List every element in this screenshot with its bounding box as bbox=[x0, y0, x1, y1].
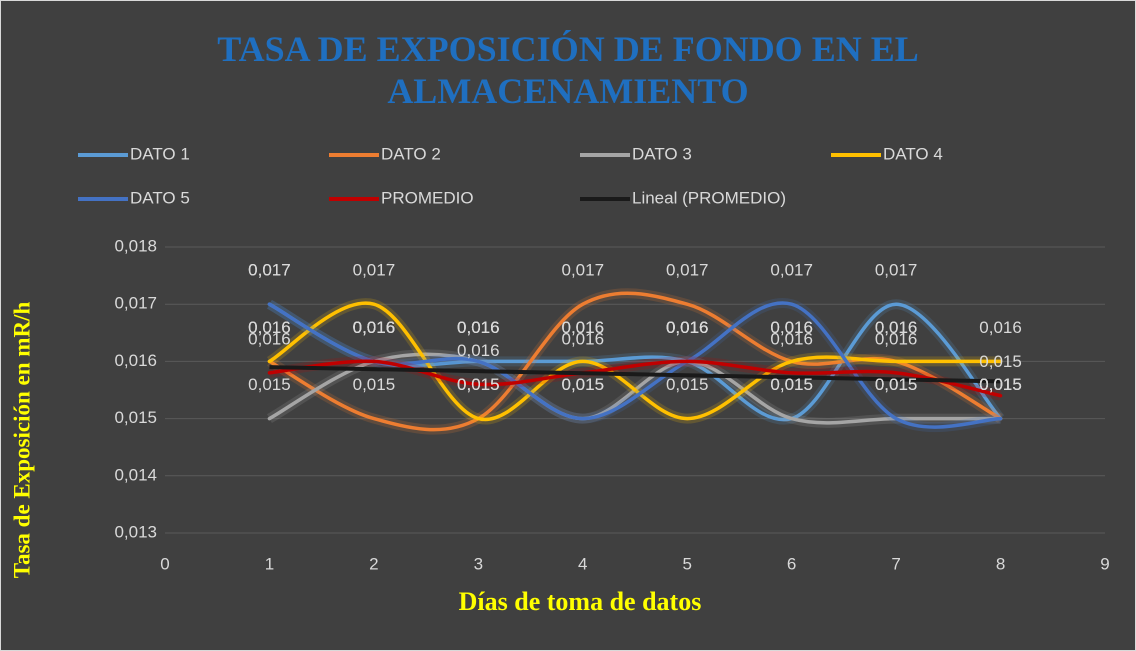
data-label: 0,016 bbox=[770, 318, 813, 337]
data-label: 0,016 bbox=[770, 329, 813, 348]
x-tick-label: 7 bbox=[891, 554, 900, 573]
data-label: 0,017 bbox=[248, 261, 291, 280]
x-tick-label: 1 bbox=[265, 554, 274, 573]
data-label: 0,015 bbox=[666, 375, 709, 394]
data-label: 0,016 bbox=[666, 318, 709, 337]
x-tick-label: 3 bbox=[474, 554, 483, 573]
legend-label: DATO 4 bbox=[883, 144, 943, 163]
data-label: 0,016 bbox=[353, 318, 396, 337]
trendline bbox=[269, 365, 1001, 384]
data-label: 0,016 bbox=[562, 318, 605, 337]
y-tick-label: 0,016 bbox=[114, 351, 157, 370]
data-label: 0,017 bbox=[248, 261, 291, 280]
legend-label: DATO 5 bbox=[130, 188, 190, 207]
data-label: 0,017 bbox=[875, 261, 918, 280]
x-tick-label: 5 bbox=[682, 554, 691, 573]
data-label: 0,015 bbox=[248, 375, 291, 394]
legend-label: Lineal (PROMEDIO) bbox=[632, 188, 786, 207]
data-label: 0,015 bbox=[457, 375, 500, 394]
data-label: 0,017 bbox=[353, 261, 396, 280]
data-label: 0,015 bbox=[979, 375, 1022, 394]
data-label: 0,017 bbox=[770, 261, 813, 280]
data-label: 0,016 bbox=[666, 318, 709, 337]
data-label: 0,015 bbox=[979, 375, 1022, 394]
data-label: 0,016 bbox=[457, 318, 500, 337]
data-label: 0,016 bbox=[562, 329, 605, 348]
x-tick-label: 9 bbox=[1100, 554, 1109, 573]
chart-title: TASA DE EXPOSICIÓN DE FONDO EN EL ALMACE… bbox=[217, 29, 919, 111]
data-label: 0,016 bbox=[666, 318, 709, 337]
data-label: 0,015 bbox=[562, 375, 605, 394]
data-label: 0,015 bbox=[353, 375, 396, 394]
data-label: 0,016 bbox=[770, 318, 813, 337]
x-axis-title: Días de toma de datos bbox=[459, 587, 702, 616]
y-tick-label: 0,013 bbox=[114, 522, 157, 541]
data-label: 0,016 bbox=[353, 318, 396, 337]
x-tick-label: 0 bbox=[160, 554, 169, 573]
x-tick-label: 4 bbox=[578, 554, 587, 573]
legend-label: DATO 3 bbox=[632, 144, 692, 163]
series-line bbox=[267, 359, 1003, 398]
data-label: 0,017 bbox=[562, 261, 605, 280]
data-label: 0,016 bbox=[457, 341, 500, 360]
data-label: 0,015 bbox=[979, 375, 1022, 394]
data-label: 0,015 bbox=[979, 352, 1022, 371]
data-label: 0,015 bbox=[457, 375, 500, 394]
y-tick-label: 0,017 bbox=[114, 294, 157, 313]
data-label: 0,015 bbox=[770, 375, 813, 394]
data-label: 0,017 bbox=[666, 261, 709, 280]
data-label: 0,016 bbox=[562, 318, 605, 337]
data-label: 0,016 bbox=[248, 329, 291, 348]
x-tick-label: 2 bbox=[369, 554, 378, 573]
data-label: 0,016 bbox=[875, 318, 918, 337]
data-label: 0,015 bbox=[875, 375, 918, 394]
data-label: 0,016 bbox=[248, 318, 291, 337]
data-label: 0,016 bbox=[979, 318, 1022, 337]
y-axis-title: Tasa de Exposición en mR/h bbox=[9, 302, 34, 579]
legend-label: DATO 2 bbox=[381, 144, 441, 163]
data-label: 0,015 bbox=[562, 375, 605, 394]
y-tick-label: 0,015 bbox=[114, 408, 157, 427]
y-tick-label: 0,018 bbox=[114, 236, 157, 255]
data-label: 0,015 bbox=[979, 375, 1022, 394]
legend-label: DATO 1 bbox=[130, 144, 190, 163]
data-label: 0,016 bbox=[666, 318, 709, 337]
data-label: 0,015 bbox=[875, 375, 918, 394]
data-label: 0,016 bbox=[353, 318, 396, 337]
data-label: 0,016 bbox=[457, 318, 500, 337]
y-tick-label: 0,014 bbox=[114, 465, 157, 484]
data-label: 0,015 bbox=[770, 375, 813, 394]
x-tick-label: 6 bbox=[787, 554, 796, 573]
series-line bbox=[267, 291, 1003, 432]
legend-label: PROMEDIO bbox=[381, 188, 474, 207]
data-label: 0,016 bbox=[875, 318, 918, 337]
x-tick-label: 8 bbox=[996, 554, 1005, 573]
data-label: 0,016 bbox=[457, 318, 500, 337]
data-label: 0,016 bbox=[353, 318, 396, 337]
data-label: 0,016 bbox=[248, 318, 291, 337]
data-label: 0,016 bbox=[875, 329, 918, 348]
